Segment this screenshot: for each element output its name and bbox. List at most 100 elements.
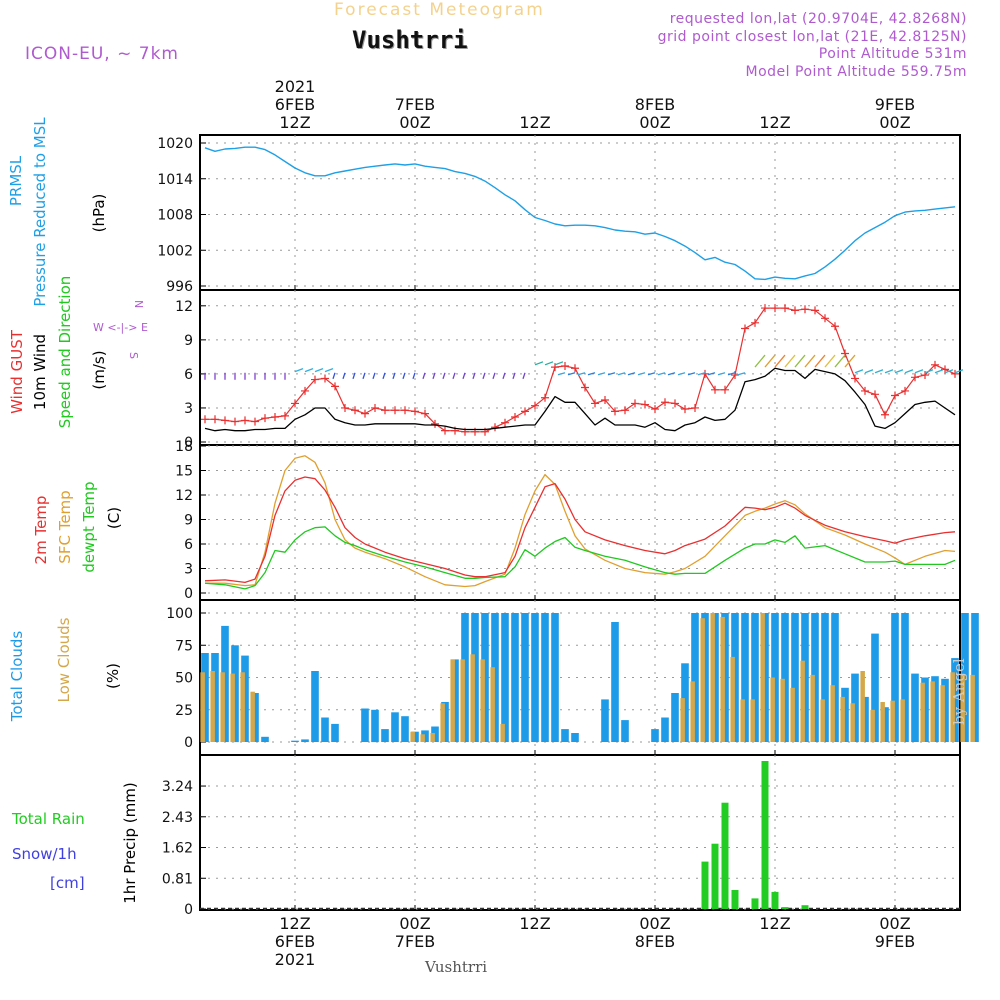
temp-label-sfc: SFC Temp [56, 490, 74, 563]
wind-gust-marker [361, 409, 369, 418]
total-clouds-bar [331, 723, 339, 742]
wind-gust-marker [711, 385, 719, 394]
top-time-label: 12Z [279, 113, 310, 132]
bottom-time-label: 12Z [279, 914, 310, 933]
rain-bar [801, 905, 809, 909]
low-clouds-bar [410, 731, 415, 742]
wind-direction-arrow [627, 372, 636, 376]
low-clouds-bar [830, 685, 835, 742]
wind-gust-marker [371, 403, 379, 412]
wind-direction-arrow [954, 369, 964, 374]
pressure-label-msl: Pressure Reduced to MSL [31, 117, 49, 307]
low-clouds-bar [440, 703, 445, 742]
wind-gust-marker [431, 419, 439, 428]
low-clouds-bar [840, 696, 845, 742]
total-clouds-bar [891, 613, 899, 742]
wind-direction-arrow [314, 368, 324, 373]
wind-label-gust: Wind GUST [8, 329, 26, 414]
wind-direction-arrow [324, 368, 334, 373]
wind-gust-marker [261, 414, 269, 423]
wind-direction-arrow [382, 372, 386, 379]
total-clouds-bar [531, 613, 539, 742]
low-clouds-bar [460, 659, 465, 742]
wind-direction-arrow [544, 361, 554, 366]
precipitation-panel: 0 0.81 1.62 2.43 3.24 [162, 754, 961, 918]
wind-tick-label: 3 [184, 401, 193, 417]
wind-gust-marker [571, 364, 579, 373]
total-clouds-bar [511, 613, 519, 742]
wind-gust-marker [861, 386, 869, 395]
total-clouds-bar [401, 716, 409, 742]
precipitation-frame [199, 754, 961, 911]
wind-label-units: (m/s) [90, 350, 108, 389]
wind-gust-marker [901, 386, 909, 395]
total-clouds-bar [941, 678, 949, 742]
top-time-label: 2021 [275, 77, 316, 96]
wind-gust-marker [391, 406, 399, 415]
wind-direction-arrow [904, 369, 914, 374]
sfc-temp-line [205, 455, 956, 588]
wind-frame [199, 289, 961, 446]
wind-panel: 0 3 6 9 12 [175, 289, 961, 451]
wind-gust-marker [311, 375, 319, 384]
wind-direction-arrow [717, 372, 726, 376]
wind-gust-marker [421, 409, 429, 418]
clouds-tick-label: 25 [175, 703, 193, 719]
wind-gust-marker [681, 405, 689, 414]
wind-direction-arrow [362, 372, 366, 379]
rain-bar [771, 891, 779, 909]
wind-gust-marker [241, 416, 249, 425]
wind-gust-marker [401, 406, 409, 415]
top-time-label: 12Z [759, 113, 790, 132]
low-clouds-bar [230, 673, 235, 742]
wind-direction-arrow [412, 372, 416, 379]
wind-gust-marker [891, 391, 899, 400]
wind-gust-marker [821, 314, 829, 323]
wind-direction-arrow [502, 372, 506, 379]
bottom-time-label: 8FEB [635, 932, 675, 951]
bottom-time-label: 6FEB [275, 932, 315, 951]
wind-direction-arrow [422, 372, 426, 379]
low-clouds-bar [240, 672, 245, 742]
wind-direction-arrow [554, 361, 564, 366]
precip-label-cm: [cm] [50, 874, 85, 892]
low-clouds-bar [470, 654, 475, 742]
rain-bar [711, 843, 719, 909]
low-clouds-bar [690, 681, 695, 742]
top-time-label: 8FEB [635, 95, 675, 114]
total-clouds-bar [931, 676, 939, 742]
wind-gust-marker [751, 318, 759, 327]
wind-direction-arrow [597, 372, 606, 376]
wind-tick-label: 12 [175, 299, 193, 315]
wind-direction-arrow [522, 372, 526, 379]
wind-gust-marker [491, 423, 499, 432]
low-clouds-bar [200, 672, 205, 742]
wind-gust-marker [591, 399, 599, 408]
wind-direction-arrow [657, 372, 666, 376]
wind-direction-arrow [754, 354, 766, 368]
wind-direction-arrow [534, 361, 544, 366]
wind-direction-arrow [864, 369, 874, 374]
total-clouds-bar [571, 733, 579, 742]
total-clouds-bar [861, 696, 869, 742]
low-clouds-bar [480, 659, 485, 742]
top-time-label: 00Z [399, 113, 430, 132]
wind-gust-marker [781, 304, 789, 313]
grid-point-coordinates: grid point closest lon,lat (21E, 42.8125… [657, 29, 967, 45]
wind-direction-arrow [727, 372, 736, 376]
total-clouds-bar [701, 613, 709, 742]
pressure-tick-label: 996 [166, 279, 193, 295]
total-clouds-bar [741, 613, 749, 742]
compass-rose: N W <-|-> E S [93, 300, 148, 359]
low-clouds-bar [940, 685, 945, 742]
wind-gust-marker [911, 373, 919, 382]
wind-gust-marker [881, 410, 889, 419]
wind-gust-marker [651, 405, 659, 414]
top-time-label: 9FEB [875, 95, 915, 114]
wind-gust-marker [731, 371, 739, 380]
wind-direction-arrow [482, 372, 486, 379]
pressure-tick-label: 1008 [157, 208, 193, 224]
total-clouds-bar [961, 613, 969, 742]
low-clouds-bar [720, 616, 725, 742]
total-clouds-bar [711, 613, 719, 742]
